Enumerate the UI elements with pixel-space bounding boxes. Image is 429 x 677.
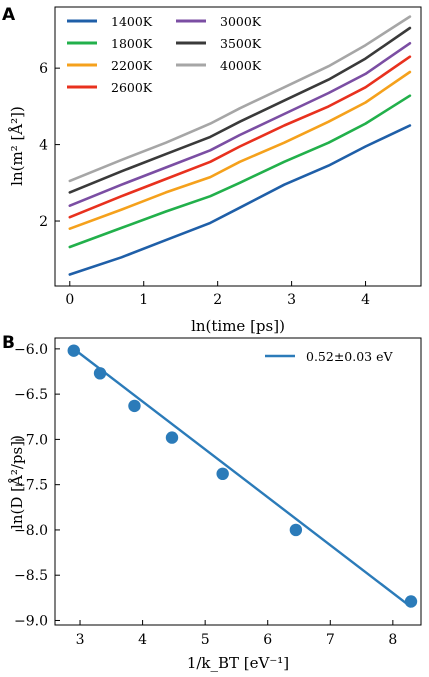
- panel-a-series: [68, 15, 412, 276]
- series-line-1400K: [68, 124, 412, 276]
- legend-label: 1400K: [111, 14, 153, 29]
- panel-b-fit: [73, 347, 412, 608]
- legend-label: 2600K: [111, 80, 153, 95]
- x-tick-label: 4: [361, 292, 370, 308]
- panel-b-ylabel: ln(D [Å²/ps]): [8, 435, 26, 529]
- panel-b-frame: [54, 337, 422, 626]
- x-tick-label: 4: [138, 632, 147, 648]
- panel-b-y-ticks: −6.0 −6.5 −7.0 −7.5 −8.0 −8.5 −9.0: [14, 342, 60, 629]
- x-tick-label: 8: [388, 632, 397, 648]
- panel-b-label: B: [2, 333, 15, 353]
- x-tick-label: 1: [139, 292, 148, 308]
- y-tick-label: 4: [39, 138, 48, 154]
- y-tick-label: −8.0: [14, 523, 48, 539]
- y-tick-label: −6.0: [14, 342, 48, 358]
- series-line-1800K: [68, 94, 412, 249]
- series-line-2200K: [68, 70, 412, 230]
- legend-label: 3000K: [220, 14, 262, 29]
- data-point: [165, 431, 179, 444]
- panel-a: A 0 1 2 3 4 2 4 6 1400K 1800K 2200K 2600K 3000K 350…: [2, 5, 422, 335]
- legend-label: 4000K: [220, 58, 262, 73]
- panel-b: B 3 4 5 6 7 8 −6.0 −6.5 −7.0 −7.5 −8.0 −8.5 −9.0 0.…: [2, 333, 422, 672]
- x-tick-label: 7: [326, 632, 335, 648]
- legend-label: 1800K: [111, 36, 153, 51]
- panel-b-points: [67, 344, 418, 608]
- legend-label: 2200K: [111, 58, 153, 73]
- legend-label: 0.52±0.03 eV: [306, 349, 394, 364]
- x-tick-label: 6: [263, 632, 272, 648]
- x-tick-label: 3: [76, 632, 85, 648]
- y-tick-label: −6.5: [14, 387, 48, 403]
- panel-a-y-ticks: 2 4 6: [39, 61, 60, 230]
- panel-b-x-ticks: 3 4 5 6 7 8: [76, 620, 397, 648]
- legend-label: 3500K: [220, 36, 262, 51]
- panel-a-label: A: [2, 5, 16, 25]
- series-line-3000K: [68, 41, 412, 207]
- y-tick-label: −9.0: [14, 613, 48, 629]
- y-tick-label: −7.5: [14, 478, 48, 494]
- fit-line: [73, 347, 412, 608]
- panel-b-legend: 0.52±0.03 eV: [265, 349, 394, 364]
- x-tick-label: 0: [65, 292, 74, 308]
- y-tick-label: −7.0: [14, 432, 48, 448]
- x-tick-label: 5: [201, 632, 210, 648]
- panel-a-x-ticks: 0 1 2 3 4: [65, 281, 370, 308]
- panel-a-ylabel: ln(m² [Å²]): [8, 106, 26, 186]
- data-point: [93, 367, 107, 380]
- data-point: [404, 595, 418, 608]
- data-point: [289, 523, 303, 537]
- panel-a-xlabel: ln(time [ps]): [191, 317, 285, 335]
- series-line-4000K: [68, 15, 412, 183]
- data-point: [216, 467, 229, 481]
- x-tick-label: 3: [287, 292, 296, 308]
- x-tick-label: 2: [213, 292, 222, 308]
- series-line-3500K: [68, 26, 412, 194]
- series-line-2600K: [68, 55, 412, 219]
- y-tick-label: −8.5: [14, 568, 48, 584]
- panel-a-frame: [54, 6, 422, 287]
- panel-b-xlabel: 1/k_BT [eV⁻¹]: [187, 654, 289, 672]
- panel-a-legend: 1400K 1800K 2200K 2600K 3000K 3500K 4000K: [67, 14, 262, 95]
- y-tick-label: 6: [39, 61, 48, 77]
- data-point: [128, 399, 141, 413]
- data-point: [67, 344, 80, 357]
- y-tick-label: 2: [39, 214, 48, 230]
